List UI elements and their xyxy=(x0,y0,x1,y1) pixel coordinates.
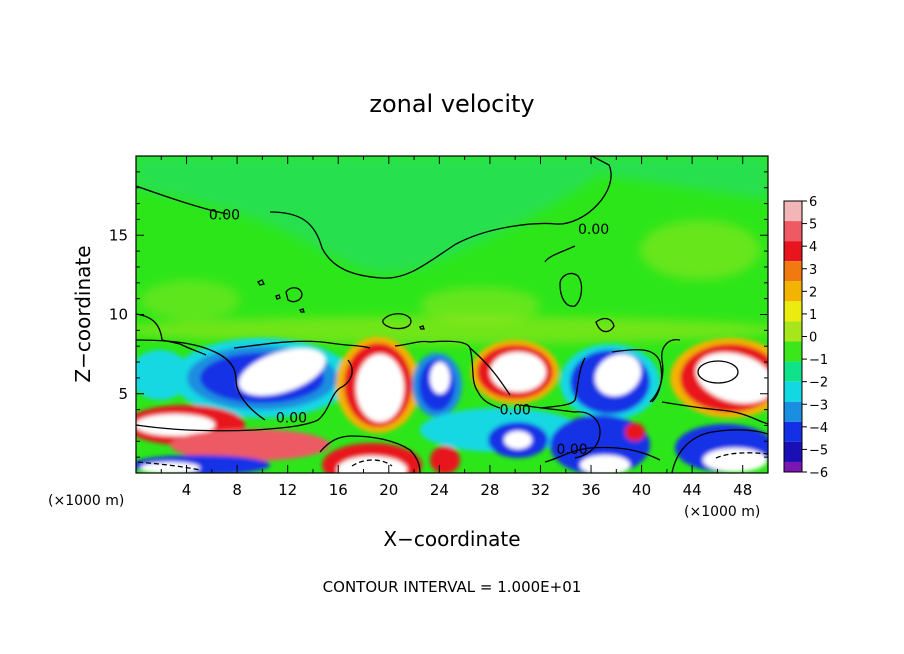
colorbar-swatch xyxy=(784,421,802,442)
core xyxy=(703,448,767,472)
contour-labels: 0.00 0.00 0.00 0.00 0.00 xyxy=(209,208,609,459)
negative-contour xyxy=(715,452,768,459)
zero-contour xyxy=(649,339,681,403)
zero-contour xyxy=(319,435,421,473)
plot-area: 0.00 0.00 0.00 0.00 0.00 xyxy=(136,156,768,473)
negative-contour xyxy=(137,461,201,471)
zero-contour xyxy=(469,347,601,459)
contour-label: 0.00 xyxy=(500,403,531,419)
positive-region xyxy=(625,423,645,441)
colorbar-swatch xyxy=(784,441,802,462)
colorbar-tick-label: −3 xyxy=(809,398,828,413)
zero-contour xyxy=(544,245,576,263)
zero-contour xyxy=(136,339,266,421)
colorbar-tick-label: −5 xyxy=(809,443,828,458)
core xyxy=(490,352,546,392)
zero-contour xyxy=(595,317,615,333)
upper-light-patch xyxy=(140,280,240,320)
zero-contour xyxy=(136,156,612,279)
contour-interval-note: CONTOUR INTERVAL = 1.000E+01 xyxy=(323,578,582,596)
chart-title: zonal velocity xyxy=(369,90,534,118)
zero-contour xyxy=(544,446,661,463)
zero-contour xyxy=(671,429,768,473)
contour-lines xyxy=(136,156,768,473)
negative-region xyxy=(550,415,650,473)
colorbar-swatch xyxy=(784,341,802,362)
y-axis: 5 10 15 xyxy=(109,171,768,458)
colorbar-swatch xyxy=(784,301,802,322)
colorbar-swatch xyxy=(784,281,802,302)
x-tick-label: 32 xyxy=(531,481,550,499)
y-tick-label: 5 xyxy=(118,385,128,403)
x-units-left: (×1000 m) xyxy=(48,493,124,509)
colorbar-swatch xyxy=(784,241,802,262)
y-tick-label: 10 xyxy=(109,306,128,324)
core xyxy=(580,455,630,473)
zero-contour xyxy=(257,279,425,330)
colorbar-tick-label: −4 xyxy=(809,421,828,436)
x-tick-label: 8 xyxy=(232,481,242,499)
contour-label: 0.00 xyxy=(556,442,587,458)
x-axis: 4 8 12 16 20 24 28 32 36 40 44 48 xyxy=(160,156,752,499)
colorbar-tick-label: −6 xyxy=(809,466,828,481)
x-tick-label: 24 xyxy=(430,481,449,499)
x-tick-label: 36 xyxy=(581,481,600,499)
colorbar-tick-label: −2 xyxy=(809,376,828,391)
upper-light-patch xyxy=(640,220,760,280)
positive-region xyxy=(430,446,460,473)
colorbar-swatch xyxy=(784,401,802,422)
x-axis-label: X−coordinate xyxy=(383,527,520,551)
field-texture xyxy=(136,156,768,344)
x-units-right: (×1000 m) xyxy=(684,504,760,520)
upper-green-band xyxy=(136,156,768,274)
colorbar-tick-label: 3 xyxy=(809,263,817,278)
core xyxy=(337,456,407,473)
negative-contour xyxy=(351,459,393,467)
colorbar-tick-label: 2 xyxy=(809,285,817,300)
colorbar-tick-label: 4 xyxy=(809,240,817,255)
y-axis-label: Z−coordinate xyxy=(71,245,95,382)
core xyxy=(594,353,642,397)
core xyxy=(430,362,450,394)
x-tick-label: 4 xyxy=(182,481,192,499)
colorbar-tick-label: −1 xyxy=(809,353,828,368)
core xyxy=(504,431,532,449)
colorbar-swatch xyxy=(784,381,802,402)
zero-contour xyxy=(382,313,412,330)
colorbar-tick-label: 5 xyxy=(809,218,817,233)
colorbar-tick-label: 1 xyxy=(809,308,817,323)
colorbar-swatch xyxy=(784,201,802,222)
field-cells xyxy=(136,337,768,473)
colorbar-tick-label: 0 xyxy=(809,331,817,346)
x-tick-label: 44 xyxy=(683,481,702,499)
core xyxy=(356,354,404,422)
positive-region xyxy=(170,429,330,461)
zero-contour xyxy=(559,272,583,307)
core xyxy=(140,462,200,473)
zero-contour xyxy=(285,287,303,303)
upper-light-patch xyxy=(420,287,540,323)
y-tick-label: 15 xyxy=(109,226,128,244)
mid-band xyxy=(136,316,768,344)
contour-ring xyxy=(697,360,739,384)
core xyxy=(238,348,326,396)
colorbar-swatch xyxy=(784,261,802,282)
colorbar-swatch xyxy=(784,461,802,472)
x-tick-label: 16 xyxy=(329,481,348,499)
x-tick-label: 48 xyxy=(733,481,752,499)
zero-contour xyxy=(136,359,353,432)
contour-label: 0.00 xyxy=(276,411,307,427)
colorbar-swatch xyxy=(784,361,802,382)
colorbar: 6 5 4 3 2 1 0 −1 −2 −3 −4 −5 −6 xyxy=(783,195,828,481)
colorbar-swatch xyxy=(784,321,802,342)
x-tick-label: 12 xyxy=(278,481,297,499)
colorbar-swatch xyxy=(784,221,802,242)
colorbar-tick-label: 6 xyxy=(809,195,817,210)
x-tick-label: 40 xyxy=(632,481,651,499)
contour-label: 0.00 xyxy=(578,222,609,238)
x-tick-label: 28 xyxy=(480,481,499,499)
contour-label: 0.00 xyxy=(209,208,240,224)
x-tick-label: 20 xyxy=(379,481,398,499)
